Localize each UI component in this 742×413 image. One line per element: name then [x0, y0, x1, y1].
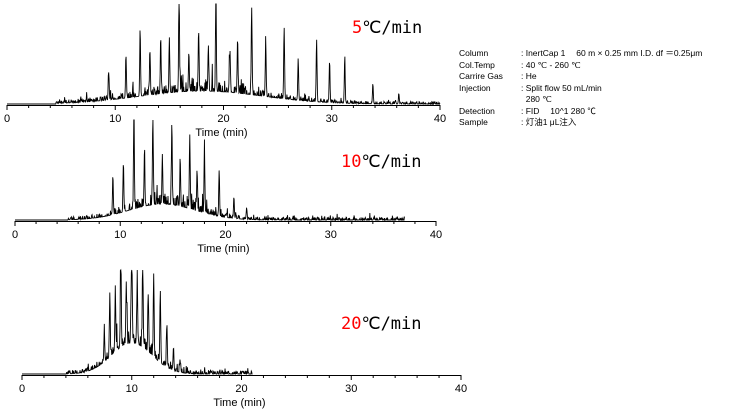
condition-label: Col.Temp	[459, 59, 495, 70]
condition-value: : He	[521, 71, 537, 81]
x-tick-label: 20	[219, 229, 231, 241]
condition-row: Sample : 灯油1 μL注入	[459, 117, 702, 129]
chromatogram-panel-5: 0 10 20 30 40 Time (min) 5℃/min	[4, 3, 446, 139]
x-tick-label: 20	[217, 113, 229, 125]
x-tick-label: 10	[126, 383, 138, 395]
condition-row: Column : InertCap 1 60 m × 0.25 mm I.D. d…	[459, 48, 702, 60]
condition-label: Injection	[459, 82, 491, 93]
heating-rate-value: 10	[341, 152, 361, 172]
condition-label: Column	[459, 48, 489, 58]
heating-rate-unit: ℃/min	[362, 18, 422, 38]
heating-rate-unit: ℃/min	[361, 314, 421, 334]
x-tick-label: 40	[430, 229, 442, 241]
condition-value: : InertCap 1 60 m × 0.25 mm I.D. df ＝0.2…	[521, 48, 703, 58]
heating-rate-unit: ℃/min	[361, 152, 421, 172]
x-tick-label: 40	[455, 383, 467, 395]
x-axis-title: Time (min)	[195, 127, 247, 139]
x-axis-title: Time (min)	[197, 243, 249, 255]
chromatogram-trace	[7, 3, 441, 106]
condition-label	[459, 94, 521, 106]
x-tick-label: 30	[326, 113, 338, 125]
x-tick-label: 40	[434, 113, 446, 125]
chromatogram-trace	[15, 119, 405, 222]
condition-value: : Split flow 50 mL/min	[521, 82, 602, 93]
condition-row: Injection : Split flow 50 mL/min	[459, 83, 702, 95]
x-tick-label: 10	[109, 113, 121, 125]
x-tick-label: 30	[345, 383, 357, 395]
condition-label: Sample	[459, 117, 488, 127]
x-tick-label: 0	[19, 383, 25, 395]
x-axis-ticks: 0 10 20 30 40	[4, 105, 446, 125]
chromatogram-panel-10: 0 10 20 30 40 Time (min) 10℃/min	[12, 119, 442, 255]
analysis-conditions: Column : InertCap 1 60 m × 0.25 mm I.D. d…	[459, 48, 702, 129]
chromatogram-panel-20: 0 10 20 30 40 Time (min) 20℃/min	[19, 268, 467, 409]
heating-rate-value: 5	[352, 18, 362, 38]
x-axis-title: Time (min)	[213, 397, 265, 409]
heating-rate-value: 20	[341, 314, 361, 334]
condition-row: Detection : FID 10^1 280 ℃	[459, 106, 702, 118]
condition-label: Carrire Gas	[459, 71, 503, 81]
chromatogram-trace	[22, 268, 253, 376]
heating-rate-label: 10℃/min	[341, 152, 422, 172]
condition-value: : FID 10^1 280 ℃	[521, 105, 596, 116]
condition-row: Carrire Gas : He	[459, 71, 702, 83]
condition-label: Detection	[459, 105, 495, 116]
x-tick-label: 0	[12, 229, 18, 241]
condition-row: 280 ℃	[459, 94, 702, 106]
x-axis-ticks: 0 10 20 30 40	[12, 221, 442, 241]
condition-value: : 灯油1 μL注入	[521, 117, 577, 127]
x-tick-label: 0	[4, 113, 10, 125]
x-tick-label: 10	[114, 229, 126, 241]
heating-rate-label: 5℃/min	[352, 18, 422, 38]
condition-value: : 40 ℃ - 260 ℃	[521, 59, 581, 70]
x-axis-ticks: 0 10 20 30 40	[19, 375, 467, 395]
heating-rate-label: 20℃/min	[341, 314, 422, 334]
condition-row: Col.Temp : 40 ℃ - 260 ℃	[459, 60, 702, 72]
x-tick-label: 20	[235, 383, 247, 395]
x-tick-label: 30	[325, 229, 337, 241]
condition-value: 280 ℃	[521, 94, 552, 104]
